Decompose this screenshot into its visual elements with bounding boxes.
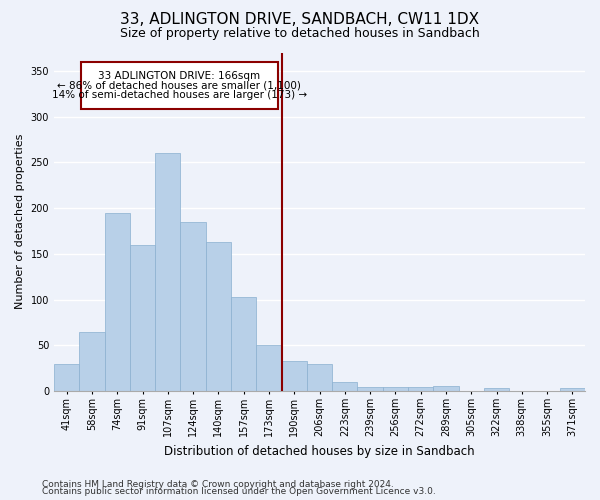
Bar [79, 332, 104, 391]
Bar [408, 386, 433, 391]
Bar [560, 388, 585, 391]
Bar [130, 244, 155, 391]
Bar [231, 297, 256, 391]
Y-axis label: Number of detached properties: Number of detached properties [15, 134, 25, 310]
Text: ← 86% of detached houses are smaller (1,100): ← 86% of detached houses are smaller (1,… [57, 80, 301, 90]
Bar [281, 361, 307, 391]
Text: 33 ADLINGTON DRIVE: 166sqm: 33 ADLINGTON DRIVE: 166sqm [98, 72, 260, 82]
Bar [206, 242, 231, 391]
Bar [433, 386, 458, 391]
Bar [307, 364, 332, 391]
Text: 14% of semi-detached houses are larger (173) →: 14% of semi-detached houses are larger (… [52, 90, 307, 100]
Bar [181, 222, 206, 391]
Bar [80, 62, 278, 109]
Bar [383, 386, 408, 391]
Bar [256, 346, 281, 391]
Bar [332, 382, 358, 391]
X-axis label: Distribution of detached houses by size in Sandbach: Distribution of detached houses by size … [164, 444, 475, 458]
Text: Contains HM Land Registry data © Crown copyright and database right 2024.: Contains HM Land Registry data © Crown c… [42, 480, 394, 489]
Text: 33, ADLINGTON DRIVE, SANDBACH, CW11 1DX: 33, ADLINGTON DRIVE, SANDBACH, CW11 1DX [121, 12, 479, 28]
Bar [155, 153, 181, 391]
Bar [484, 388, 509, 391]
Bar [358, 386, 383, 391]
Text: Contains public sector information licensed under the Open Government Licence v3: Contains public sector information licen… [42, 488, 436, 496]
Text: Size of property relative to detached houses in Sandbach: Size of property relative to detached ho… [120, 28, 480, 40]
Bar [104, 212, 130, 391]
Bar [54, 364, 79, 391]
